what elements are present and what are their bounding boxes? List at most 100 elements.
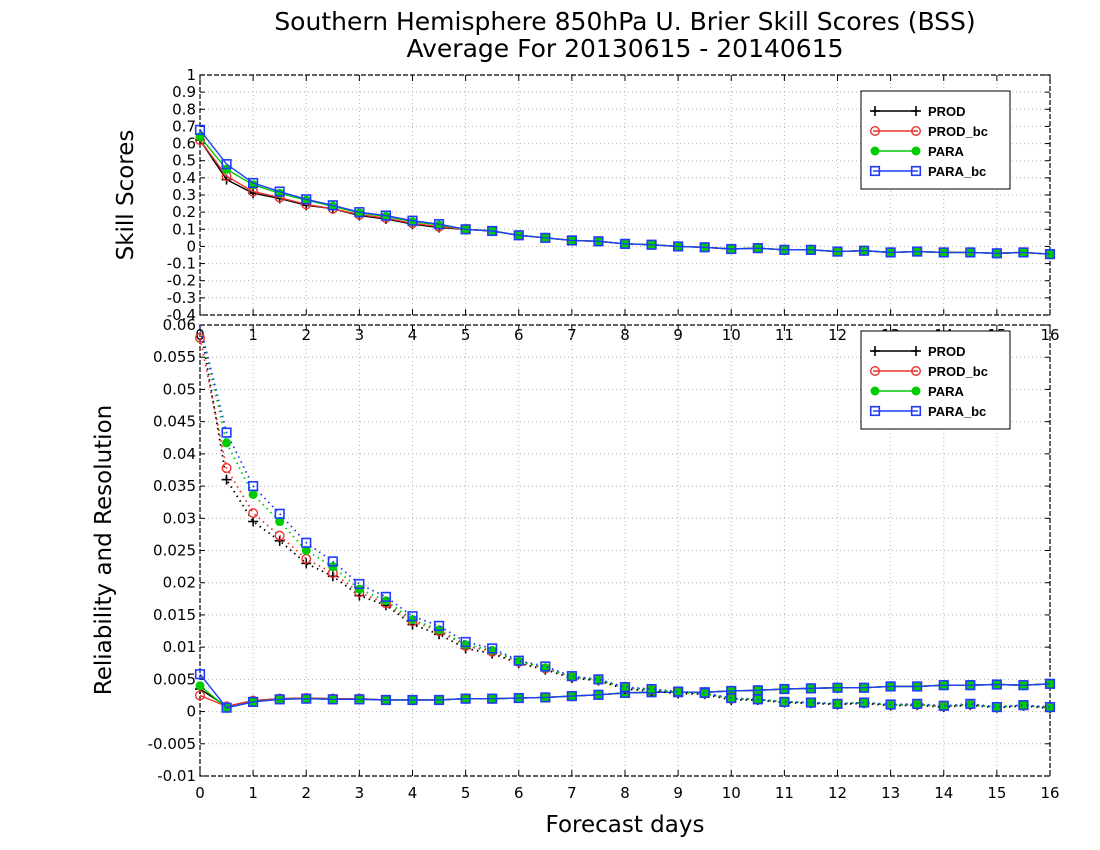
data-point: [194, 124, 206, 135]
data-point: [194, 669, 206, 680]
series-line: [199, 324, 1051, 708]
data-point: [965, 680, 976, 691]
y-tick-label: 0.025: [153, 542, 196, 560]
data-point: [1018, 700, 1029, 711]
data-point: [939, 701, 949, 711]
data-point: [461, 640, 471, 650]
data-point: [408, 614, 417, 624]
data-point: [248, 177, 259, 189]
legend-marker: [870, 146, 880, 156]
data-point: [726, 692, 737, 704]
legend-marker: [869, 405, 881, 417]
x-tick-label: 4: [408, 326, 418, 344]
data-point: [274, 530, 285, 541]
data-point: [912, 681, 923, 692]
data-point: [832, 682, 843, 693]
series-line: [199, 324, 1051, 709]
data-point: [380, 591, 392, 602]
data-point: [832, 698, 843, 709]
data-point: [619, 238, 631, 249]
data-point: [858, 245, 870, 256]
data-point: [779, 696, 790, 708]
data-point: [938, 700, 949, 711]
data-point: [1044, 701, 1056, 713]
x-tick-label: 13: [881, 784, 900, 802]
y-tick-label: 1: [186, 66, 196, 84]
data-point: [1044, 249, 1056, 260]
legend-item-prod-bc: PROD_bc: [870, 124, 988, 139]
x-tick-label: 16: [1040, 326, 1059, 344]
data-point: [221, 427, 232, 438]
x-tick-label: 7: [567, 326, 577, 344]
x-tick-label: 6: [514, 326, 524, 344]
legend-marker: [870, 106, 880, 116]
data-point: [991, 701, 1002, 713]
y-tick-label: 0: [186, 237, 196, 255]
x-tick-label: 6: [514, 784, 524, 802]
data-point: [487, 643, 498, 654]
legend-box: [860, 330, 1011, 430]
data-point: [354, 584, 364, 594]
x-tick-label: 5: [461, 326, 471, 344]
legend-label: PARA_bc: [928, 164, 986, 179]
data-point: [195, 681, 205, 691]
data-point: [248, 489, 258, 499]
y-tick-label: 0.04: [163, 445, 196, 463]
y-tick-label: 0.03: [163, 509, 196, 527]
data-point: [487, 225, 498, 237]
data-point: [513, 692, 524, 704]
data-point: [779, 697, 789, 707]
x-tick-label: 8: [620, 326, 630, 344]
data-point: [407, 611, 418, 622]
data-point: [540, 692, 551, 703]
data-point: [699, 242, 710, 253]
data-point: [275, 517, 285, 527]
data-point: [1018, 700, 1028, 710]
data-point: [274, 508, 285, 519]
data-point: [328, 562, 338, 572]
legend-box: [860, 90, 1011, 190]
x-tick-label: 14: [934, 784, 953, 802]
legend-marker: [910, 405, 922, 417]
legend-label: PROD: [928, 104, 966, 119]
legend-marker: [911, 346, 921, 356]
legend-item-para-bc: PARA_bc: [869, 164, 986, 179]
data-point: [752, 243, 763, 254]
y-tick-label: -0.01: [157, 767, 196, 785]
data-point: [327, 200, 338, 211]
data-point: [566, 671, 577, 682]
data-point: [885, 699, 896, 710]
x-tick-label: 15: [987, 784, 1006, 802]
data-point: [407, 215, 418, 226]
data-point: [991, 248, 1002, 259]
y-tick-label: 0.7: [172, 117, 196, 135]
data-point: [805, 244, 817, 255]
legend-item-para-bc: PARA_bc: [869, 404, 986, 419]
data-point: [381, 211, 391, 221]
data-point: [354, 694, 365, 705]
y-tick-label: -0.2: [167, 272, 196, 290]
y-tick-label: 0.8: [172, 100, 196, 118]
y-tick-label: 0: [186, 703, 196, 721]
data-point: [938, 247, 949, 258]
legend-label: PARA_bc: [928, 404, 986, 419]
x-tick-label: 11: [775, 326, 794, 344]
chart-title-line1: Southern Hemisphere 850hPa U. Brier Skil…: [274, 7, 975, 36]
data-point: [620, 683, 630, 693]
data-point: [327, 556, 338, 567]
x-tick-label: 5: [461, 784, 471, 802]
data-point: [965, 699, 975, 709]
data-point: [248, 508, 259, 519]
skill-scores-ylabel: Skill Scores: [113, 130, 139, 261]
data-point: [513, 230, 524, 241]
data-point: [194, 332, 205, 343]
legend-marker: [911, 366, 922, 377]
data-point: [274, 535, 285, 546]
data-point: [938, 680, 949, 691]
data-point: [566, 235, 577, 246]
forecast-days-xlabel: Forecast days: [546, 812, 705, 838]
data-point: [407, 694, 418, 706]
data-point: [779, 244, 790, 255]
data-point: [673, 687, 683, 697]
data-point: [806, 698, 816, 708]
